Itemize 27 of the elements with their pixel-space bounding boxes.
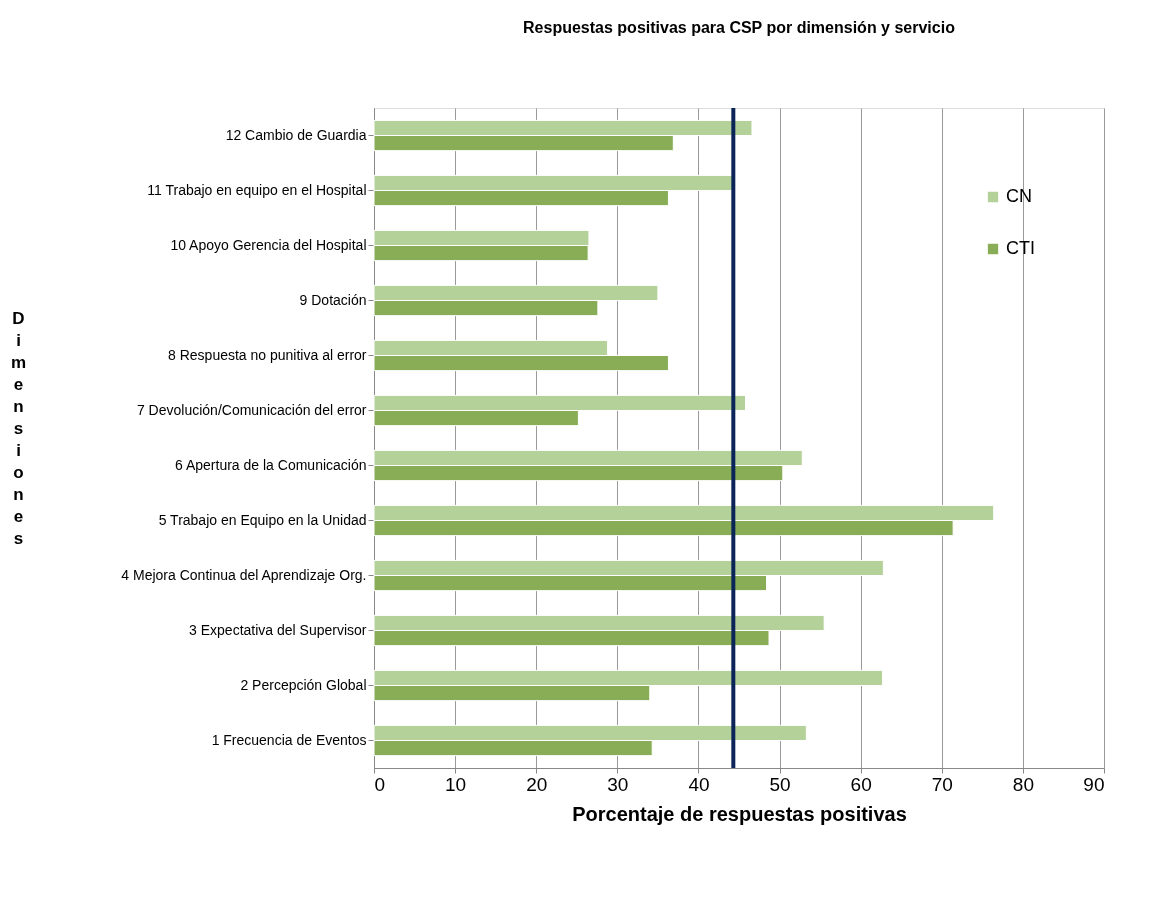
x-tick-label: 70 [931,773,953,795]
y-tick-label: 7 Devolución/Comunicación del error [136,401,367,418]
y-tick-label: 5 Trabajo en Equipo en la Unidad [158,511,367,528]
y-tick-label: 12 Cambio de Guardia [225,126,367,143]
x-tick-label: 30 [607,773,629,795]
x-tick-label: 80 [1012,773,1034,795]
y-tick-label: 1 Frecuencia de Eventos [211,731,367,748]
y-tick-label: 10 Apoyo Gerencia del Hospital [170,236,367,253]
x-tick-label: 10 [445,773,467,795]
legend-label: CTI [1006,238,1035,258]
x-tick-label: 50 [769,773,791,795]
y-tick-label: 2 Percepción Global [240,676,367,693]
y-tick-label: 3 Expectativa del Supervisor [189,621,367,638]
x-tick-label: 90 [1083,773,1105,795]
text: Dimensiones [10,308,27,548]
chart-title: Respuestas positivas para CSP por dimensión y servicio [523,19,956,36]
y-tick-label: 8 Respuesta no punitiva al error [168,346,367,363]
y-tick-label: 9 Dotación [299,291,367,308]
x-tick-label: 60 [850,773,872,795]
x-tick-label: 40 [688,773,710,795]
x-tick-label: 20 [526,773,548,795]
x-axis-title: Porcentaje de respuestas positivas [572,802,907,825]
y-tick-label: 11 Trabajo en equipo en el Hospital [147,181,367,198]
y-tick-label: 6 Apertura de la Comunicación [175,456,367,473]
x-tick-label: 0 [374,773,386,795]
legend-label: CN [1006,186,1032,206]
y-tick-label: 4 Mejora Continua del Aprendizaje Org. [121,566,367,583]
